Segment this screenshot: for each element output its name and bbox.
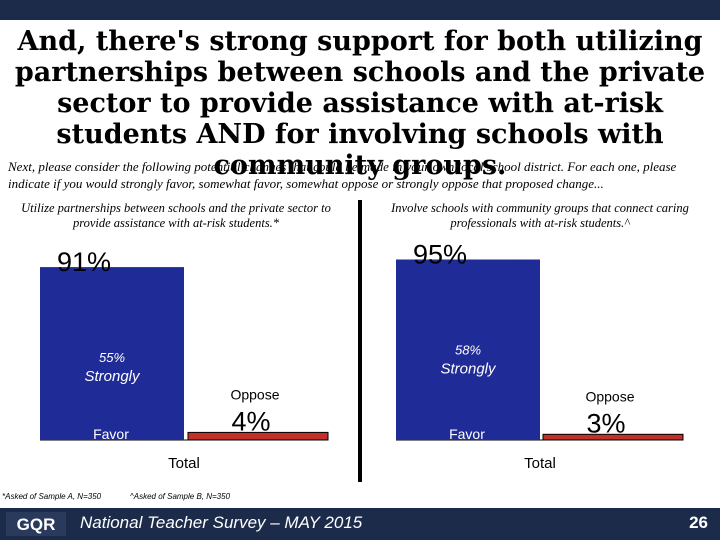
- chart-1-strongly-value: 55%: [99, 350, 125, 365]
- chart-1-caption: Utilize partnerships between schools and…: [21, 201, 331, 230]
- gqr-logo-icon: GQR: [6, 512, 66, 536]
- footnote-sample-a: *Asked of Sample A, N=350: [2, 492, 102, 501]
- chart-2-oppose-bar: [542, 433, 684, 441]
- chart-1-favor-bar: [40, 267, 184, 440]
- chart-1-xlabel: Total: [168, 455, 200, 472]
- chart-2-caption: Involve schools with community groups th…: [391, 201, 689, 230]
- svg-text:GQR: GQR: [17, 515, 56, 534]
- chart-1-oppose-label: Oppose: [230, 386, 279, 402]
- chart-2-strongly-value: 58%: [455, 343, 481, 358]
- chart-2-oppose-value: 3%: [586, 408, 625, 438]
- footer-bar: GQR National Teacher Survey – MAY 2015 2…: [0, 508, 720, 540]
- footer-survey-title: National Teacher Survey – MAY 2015: [80, 513, 363, 532]
- chart-1-oppose-value: 4%: [231, 406, 270, 436]
- chart-1-strongly-word: Strongly: [84, 368, 141, 385]
- chart-2-oppose-label: Oppose: [585, 388, 634, 404]
- top-bar: [0, 0, 720, 20]
- chart-2-xlabel: Total: [524, 455, 556, 472]
- page-number: 26: [689, 513, 708, 532]
- chart-2-strongly-word: Strongly: [440, 361, 497, 378]
- chart-2-favor-bar: [396, 259, 540, 440]
- chart-2-favor-value: 95%: [413, 240, 467, 270]
- slide-title: And, there's strong support for both uti…: [14, 26, 706, 181]
- survey-question: Next, please consider the following pote…: [8, 159, 677, 191]
- chart-1-favor-value: 91%: [57, 247, 111, 277]
- footnote-sample-b: ^Asked of Sample B, N=350: [130, 492, 231, 501]
- chart-divider: [358, 200, 362, 482]
- chart-2-favor-label: Favor: [449, 426, 485, 442]
- chart-2-net-label: +92: [506, 259, 535, 278]
- chart-1-favor-label: Favor: [93, 426, 129, 442]
- chart-1-net-label: +87: [153, 266, 182, 285]
- chart-1-oppose-bar: [187, 431, 329, 441]
